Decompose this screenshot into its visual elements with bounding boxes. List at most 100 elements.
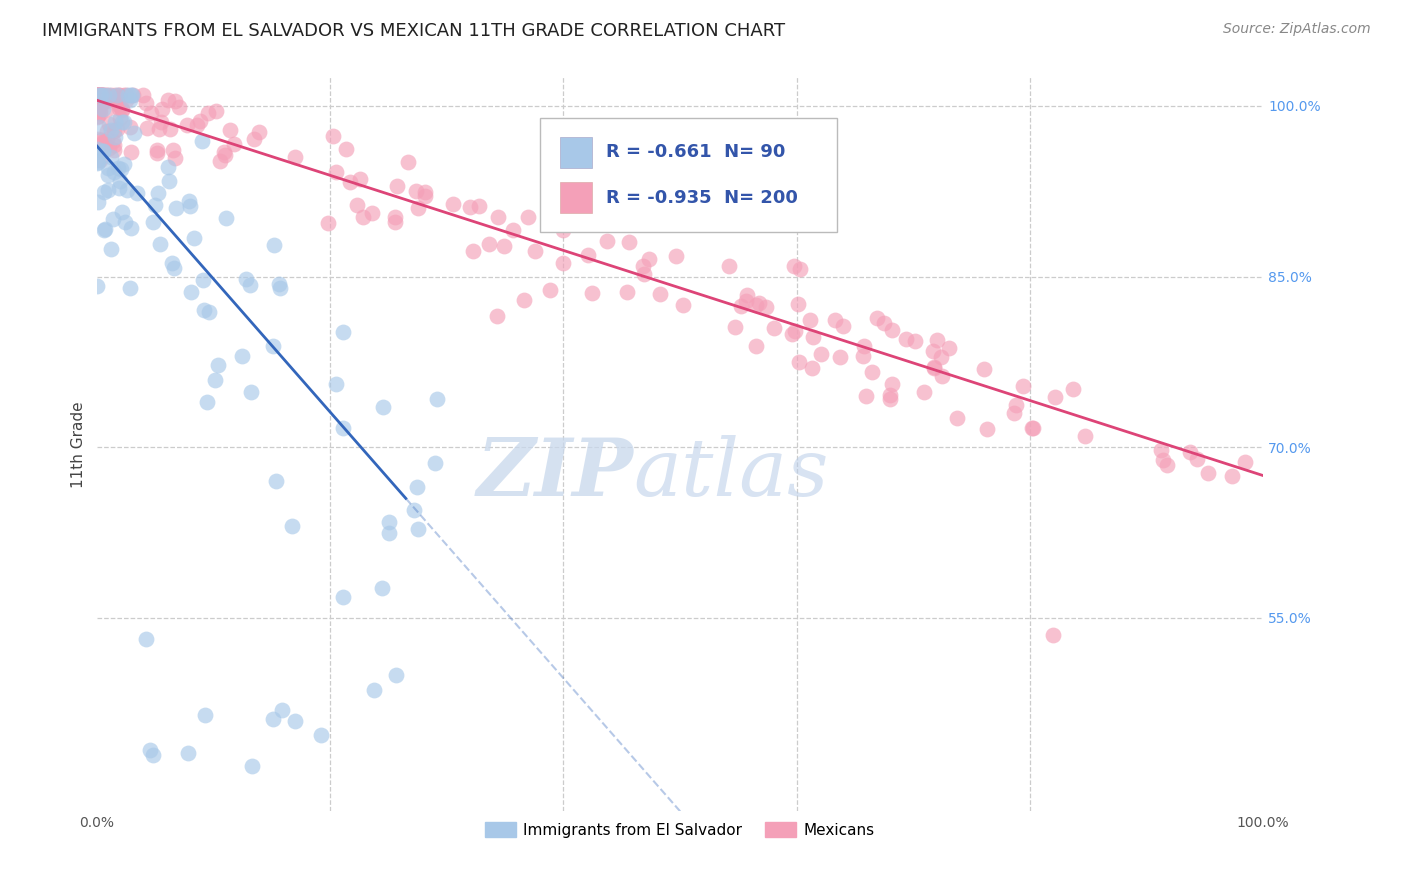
Point xyxy=(100,150,122,164)
Point xyxy=(149,115,172,129)
Point xyxy=(783,324,806,338)
Point xyxy=(97,117,120,131)
Point xyxy=(148,122,170,136)
Point xyxy=(215,211,238,225)
Point xyxy=(396,155,419,169)
Point xyxy=(513,293,536,307)
Point xyxy=(824,313,846,327)
Point xyxy=(163,261,186,276)
Point xyxy=(94,94,117,108)
Point xyxy=(156,160,179,174)
Point xyxy=(316,216,339,230)
Point xyxy=(831,319,853,334)
Point xyxy=(87,89,110,103)
Point xyxy=(1152,453,1174,467)
Point xyxy=(204,104,226,119)
Point xyxy=(862,365,884,379)
Point xyxy=(852,349,875,363)
Point xyxy=(262,339,284,353)
Point xyxy=(105,121,128,136)
Point xyxy=(734,293,756,308)
Point xyxy=(1178,445,1201,459)
Point xyxy=(486,210,509,224)
Point xyxy=(107,98,129,112)
Point xyxy=(371,582,394,596)
Text: ZIP: ZIP xyxy=(477,435,633,512)
Point xyxy=(120,221,142,235)
Point xyxy=(97,161,120,175)
Point xyxy=(371,400,394,414)
Point xyxy=(86,101,108,115)
Point xyxy=(332,420,354,434)
Point xyxy=(502,223,524,237)
Point xyxy=(146,145,169,160)
Point xyxy=(87,154,110,169)
Point xyxy=(179,194,201,208)
Point xyxy=(744,339,766,353)
Legend: Immigrants from El Salvador, Mexicans: Immigrants from El Salvador, Mexicans xyxy=(479,815,880,844)
Point xyxy=(596,234,619,248)
Point xyxy=(105,95,128,110)
Point xyxy=(413,188,436,202)
Point xyxy=(89,105,111,120)
Point xyxy=(852,339,875,353)
Point xyxy=(207,359,229,373)
Point xyxy=(86,97,108,112)
Point xyxy=(516,210,538,224)
Point xyxy=(183,231,205,245)
Point xyxy=(107,161,129,175)
Point xyxy=(976,422,998,436)
Point xyxy=(239,385,262,400)
Point xyxy=(406,201,429,215)
Point xyxy=(87,87,110,102)
Point xyxy=(108,111,131,125)
FancyBboxPatch shape xyxy=(560,136,592,168)
Point xyxy=(408,522,430,536)
Point xyxy=(198,305,221,319)
Point xyxy=(148,186,170,201)
Text: R = -0.935  N= 200: R = -0.935 N= 200 xyxy=(606,189,799,207)
Point xyxy=(197,105,219,120)
Point xyxy=(112,87,135,102)
Point xyxy=(780,327,803,342)
Point xyxy=(91,87,114,102)
Point xyxy=(89,87,111,102)
Point xyxy=(267,277,290,292)
Point xyxy=(879,388,901,402)
Point xyxy=(581,286,603,301)
Point xyxy=(93,144,115,158)
Point xyxy=(762,320,785,334)
Point xyxy=(86,87,108,102)
Point xyxy=(135,121,157,136)
Point xyxy=(86,153,108,168)
Point xyxy=(120,281,142,295)
Point xyxy=(195,395,218,409)
Point xyxy=(855,389,877,403)
Point xyxy=(93,87,115,102)
Point xyxy=(142,215,165,229)
Point xyxy=(86,87,108,102)
Point xyxy=(322,128,344,143)
Point xyxy=(108,87,131,102)
FancyBboxPatch shape xyxy=(560,182,592,213)
Point xyxy=(266,475,288,489)
Point xyxy=(186,118,208,132)
Point xyxy=(1197,467,1219,481)
Point xyxy=(159,122,181,136)
Point xyxy=(1062,382,1084,396)
Point xyxy=(143,197,166,211)
Text: IMMIGRANTS FROM EL SALVADOR VS MEXICAN 11TH GRADE CORRELATION CHART: IMMIGRANTS FROM EL SALVADOR VS MEXICAN 1… xyxy=(42,22,786,40)
Point xyxy=(1074,428,1097,442)
Point xyxy=(1149,443,1171,458)
Point xyxy=(1004,398,1026,412)
Point xyxy=(87,132,110,146)
Point xyxy=(91,145,114,159)
Point xyxy=(239,277,262,292)
Point xyxy=(377,516,399,530)
Point xyxy=(538,283,561,297)
Point xyxy=(269,281,291,295)
Point xyxy=(162,143,184,157)
Point xyxy=(866,311,889,326)
Point xyxy=(103,143,125,157)
Point xyxy=(86,110,108,124)
